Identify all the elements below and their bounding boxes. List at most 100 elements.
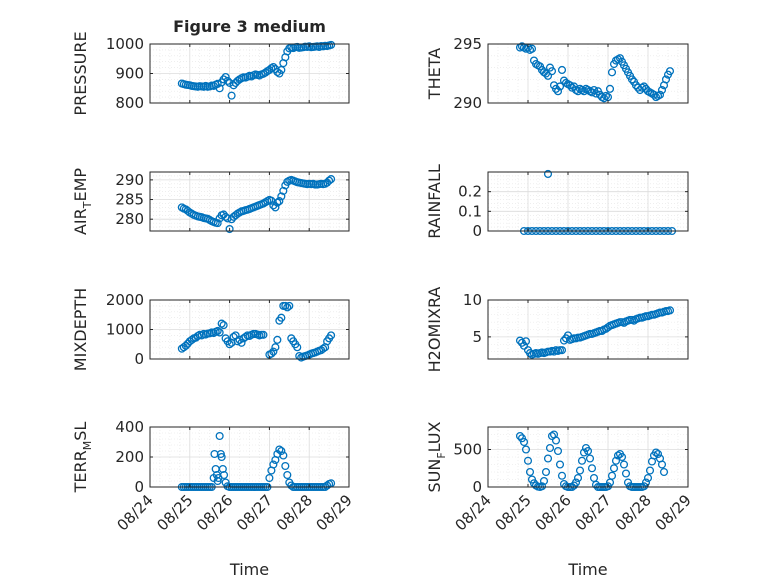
data-point	[271, 343, 280, 352]
y-tick-label: 5	[472, 328, 482, 346]
data-point	[641, 478, 651, 487]
data-point	[525, 349, 535, 358]
ylabel-5: MIXDEPTH	[71, 288, 90, 371]
data-point	[651, 448, 661, 457]
data-point	[557, 471, 567, 480]
data-point	[579, 448, 589, 457]
subplot-6: 5 10 H2OMIXRA	[425, 287, 689, 372]
data-point	[661, 75, 671, 84]
y-tick-label: 290	[115, 171, 144, 189]
data-point	[609, 464, 619, 473]
subplot-5: 0 1000 2000 MIXDEPTH	[71, 288, 350, 371]
data-point	[275, 197, 284, 206]
data-point	[277, 446, 286, 456]
data-point	[551, 436, 561, 445]
data-point	[515, 431, 525, 441]
data-point	[213, 79, 222, 88]
data-point	[327, 331, 336, 340]
data-point	[649, 90, 659, 99]
xlabel: Time	[567, 560, 607, 579]
data-point	[555, 460, 565, 469]
data-point	[547, 67, 557, 76]
data-point	[543, 454, 553, 463]
data-point	[227, 91, 236, 100]
x-tick-label: 08/26	[193, 491, 236, 534]
subplot-4: 0 0.10.2 RAINFALL	[425, 164, 689, 240]
data-point	[281, 301, 290, 310]
data-point	[269, 460, 278, 469]
data-point	[519, 341, 529, 350]
subplot-7: 0 200 400 TERRMSL 08/2408/2508/2608/2708/280…	[71, 418, 356, 579]
data-point	[557, 346, 567, 355]
axes-frame	[487, 426, 689, 488]
series-markers	[177, 175, 336, 234]
figure-title: Figure 3 medium	[173, 17, 326, 36]
data-point	[645, 466, 655, 475]
ylabel-2: THETA	[425, 48, 444, 100]
data-point	[643, 473, 653, 483]
data-point	[557, 65, 567, 75]
data-point	[665, 67, 675, 76]
y-tick-label: 2000	[106, 291, 144, 309]
y-tick-label: 400	[115, 418, 144, 436]
subplot-1: 800 900 1000 PRESSURE Figure 3 medium	[71, 17, 350, 116]
data-point	[573, 87, 583, 96]
data-point	[279, 451, 288, 460]
x-tick-label: 08/24	[114, 491, 157, 534]
y-tick-label: 900	[115, 65, 144, 83]
axes-frame	[487, 43, 689, 104]
y-tick-label: 10	[463, 291, 482, 309]
y-tick-label: 0	[134, 350, 144, 368]
data-point	[617, 452, 627, 462]
data-point	[543, 71, 553, 80]
x-tick-label: 08/25	[492, 491, 535, 534]
data-point	[219, 75, 228, 84]
data-point	[577, 456, 587, 465]
ylabel-8: SUNFLUX	[425, 421, 448, 492]
data-point	[559, 336, 569, 345]
data-point	[187, 335, 196, 344]
data-point	[619, 460, 629, 469]
data-point	[323, 481, 332, 490]
data-point	[551, 84, 561, 93]
data-point	[281, 461, 290, 471]
data-point	[599, 94, 609, 103]
data-point	[215, 431, 224, 441]
data-point	[515, 336, 525, 345]
data-point	[269, 347, 278, 356]
y-tick-label: 200	[115, 448, 144, 466]
data-point	[539, 476, 549, 486]
ylabel-3: AIRTEMP	[71, 168, 94, 235]
data-point	[613, 451, 623, 460]
data-point	[565, 81, 575, 90]
data-point	[325, 176, 334, 185]
data-point	[279, 186, 288, 195]
data-point	[269, 62, 278, 72]
y-tick-label: 1000	[106, 35, 144, 53]
data-point	[575, 466, 585, 475]
data-point	[579, 87, 589, 96]
data-point	[273, 67, 282, 77]
data-point	[277, 313, 286, 322]
data-point	[639, 82, 649, 91]
subplot-8: 0 500 SUNFLUX08/2408/2508/2608/2708/2808/2…	[425, 421, 695, 579]
data-point	[621, 469, 631, 478]
data-point	[225, 224, 234, 234]
data-point	[545, 443, 555, 453]
data-point	[555, 82, 565, 91]
data-point	[587, 464, 597, 473]
data-point	[293, 343, 302, 352]
data-point	[659, 467, 669, 477]
data-point	[217, 319, 226, 328]
data-point	[219, 321, 228, 330]
data-point	[571, 478, 581, 487]
data-point	[285, 301, 294, 310]
x-tick-label: 08/28	[273, 491, 316, 534]
data-point	[225, 340, 234, 349]
series-markers	[515, 306, 675, 359]
data-point	[271, 203, 280, 212]
y-tick-label: 0.1	[458, 202, 482, 220]
data-point	[547, 431, 557, 441]
ylabel-1: PRESSURE	[71, 31, 90, 115]
